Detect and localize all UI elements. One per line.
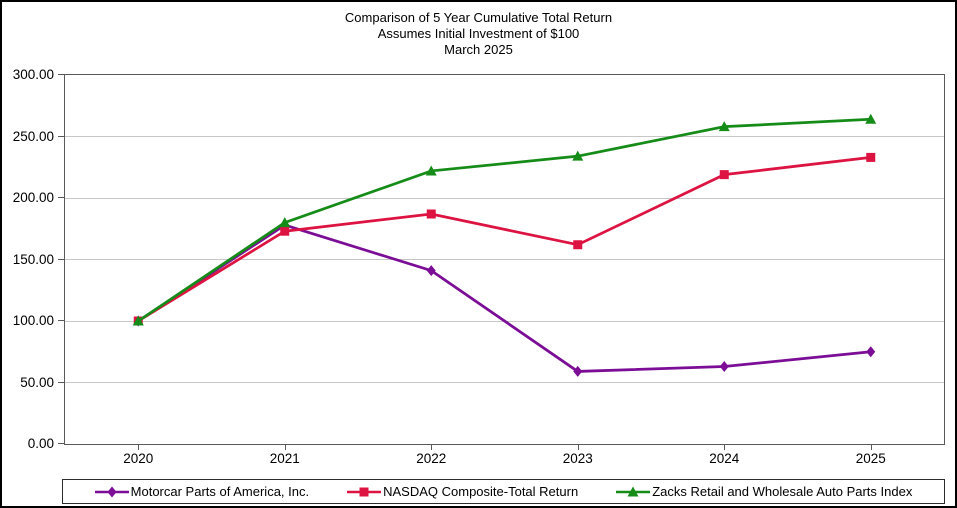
y-tick-mark [58, 135, 64, 137]
x-tick-mark [138, 445, 140, 450]
triangle-marker-zacks-retail-and-wholesale-auto-parts-index [718, 121, 730, 132]
x-tick-label-2022: 2022 [416, 451, 447, 466]
series-line-nasdaq-composite-total-return [137, 156, 871, 323]
y-tick-label: 300.00 [12, 67, 54, 82]
x-tick-mark [724, 445, 726, 450]
chart-title-block: Comparison of 5 Year Cumulative Total Re… [2, 10, 955, 58]
square-marker-nasdaq-composite-total-return [573, 240, 583, 250]
gridline-200 [65, 197, 944, 199]
square-marker-nasdaq-composite-total-return [280, 226, 290, 236]
legend-label: Motorcar Parts of America, Inc. [130, 484, 310, 499]
series-line-zacks-retail-and-wholesale-auto-parts-index [137, 117, 871, 323]
chart-title: Comparison of 5 Year Cumulative Total Re… [344, 10, 613, 25]
legend-square-marker-icon [347, 487, 382, 496]
y-tick-label: 150.00 [12, 251, 54, 267]
x-tick-label-2024: 2024 [709, 451, 740, 466]
diamond-marker-motorcar-parts-of-america-inc [573, 365, 583, 377]
y-tick-mark [58, 74, 64, 75]
diamond-marker-motorcar-parts-of-america-inc [426, 265, 436, 277]
legend-diamond-marker-icon [94, 486, 129, 497]
x-tick-mark [870, 445, 872, 450]
square-marker-nasdaq-composite-total-return [719, 170, 729, 180]
x-tick-mark [431, 445, 433, 450]
x-tick-mark [284, 445, 286, 450]
legend-item-zacks-retail-and-wholesale-auto-parts-index: Zacks Retail and Wholesale Auto Parts In… [616, 484, 912, 499]
triangle-marker-zacks-retail-and-wholesale-auto-parts-index [132, 315, 144, 326]
legend-item-nasdaq-composite-total-return: NASDAQ Composite-Total Return [347, 484, 578, 499]
y-tick-mark [58, 443, 64, 444]
square-marker-nasdaq-composite-total-return [866, 152, 876, 162]
diamond-marker-motorcar-parts-of-america-inc [719, 361, 729, 373]
legend-triangle-marker-icon [616, 486, 651, 496]
y-tick-label: 100.00 [12, 313, 54, 328]
gridline-250 [65, 136, 944, 137]
gridline-50 [65, 382, 944, 383]
y-tick-mark [58, 197, 64, 198]
legend-label: Zacks Retail and Wholesale Auto Parts In… [652, 484, 913, 499]
series-plot [132, 113, 877, 377]
x-tick-label-2023: 2023 [562, 451, 593, 466]
y-tick-label: 200.00 [12, 190, 54, 205]
y-tick-mark [58, 320, 64, 321]
y-tick-mark [58, 381, 64, 383]
y-tick-label: 50.00 [20, 374, 54, 390]
y-tick-label: 250.00 [12, 128, 54, 144]
legend-label: NASDAQ Composite-Total Return [383, 484, 579, 499]
x-tick-mark [577, 445, 579, 450]
triangle-marker-zacks-retail-and-wholesale-auto-parts-index [279, 217, 291, 228]
triangle-marker-zacks-retail-and-wholesale-auto-parts-index [865, 113, 877, 124]
x-tick-label-2020: 2020 [123, 451, 154, 466]
gridline-150 [65, 259, 944, 260]
triangle-marker-zacks-retail-and-wholesale-auto-parts-index [425, 165, 437, 176]
x-tick-label-2025: 2025 [855, 451, 886, 466]
chart-date-label: March 2025 [444, 42, 513, 57]
y-tick-mark [58, 258, 64, 260]
square-marker-nasdaq-composite-total-return [426, 209, 436, 219]
x-tick-label-2021: 2021 [269, 451, 300, 466]
plot-area [64, 74, 945, 445]
triangle-marker-zacks-retail-and-wholesale-auto-parts-index [572, 150, 584, 161]
legend-item-motorcar-parts-of-america-inc: Motorcar Parts of America, Inc. [94, 484, 310, 499]
y-tick-label: 0.00 [27, 436, 54, 451]
legend: Motorcar Parts of America, Inc. NASDAQ Co… [62, 479, 945, 504]
diamond-marker-motorcar-parts-of-america-inc [866, 346, 876, 358]
series-line-motorcar-parts-of-america-inc [137, 223, 871, 373]
chart-subtitle: Assumes Initial Investment of $100 [377, 26, 580, 41]
